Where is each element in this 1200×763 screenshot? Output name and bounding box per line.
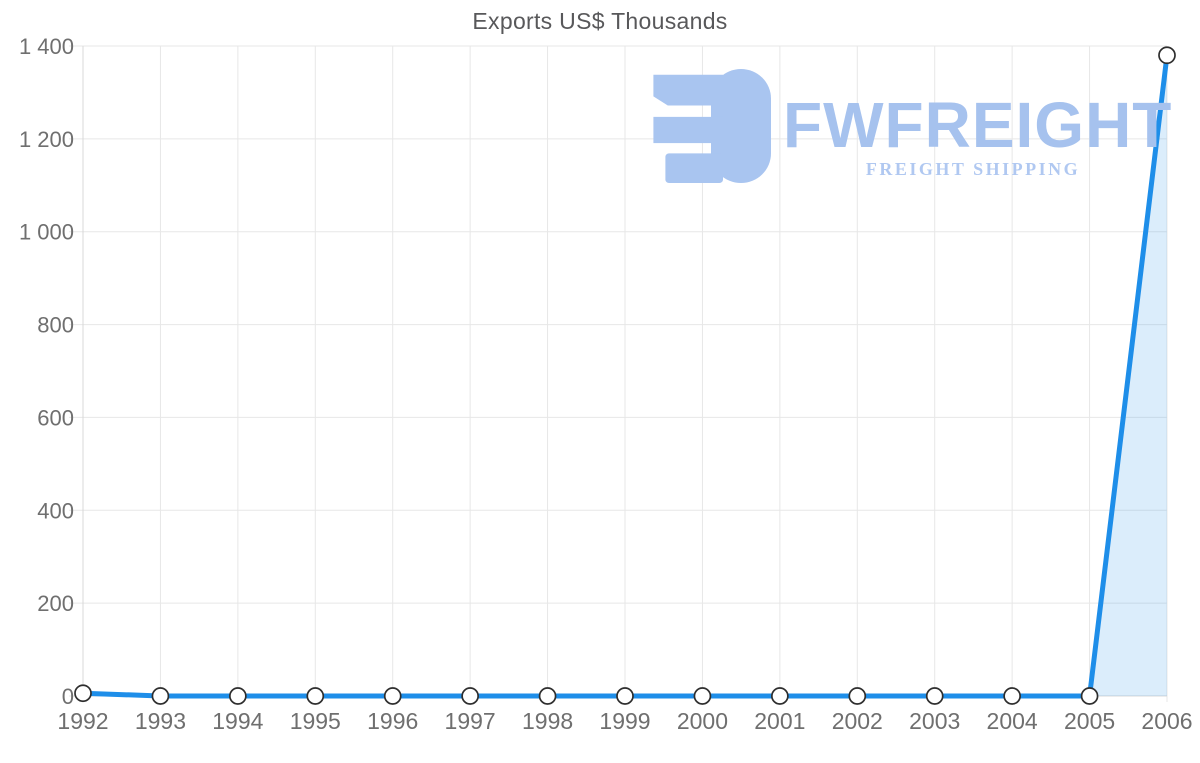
data-point-marker-2002[interactable] xyxy=(848,687,867,705)
y-tick-label: 200 xyxy=(37,591,74,616)
data-point-marker-1997[interactable] xyxy=(461,687,479,705)
brand-watermark: FWFREIGHT FREIGHT SHIPPING xyxy=(651,69,1173,183)
y-tick-label: 1 000 xyxy=(19,220,74,245)
y-tick-label: 600 xyxy=(37,405,74,430)
y-tick-label: 1 200 xyxy=(19,127,74,152)
data-point-marker-1998[interactable] xyxy=(538,687,557,705)
x-tick-label: 1996 xyxy=(367,708,418,734)
x-tick-label: 1995 xyxy=(290,708,341,734)
data-point-marker-1993[interactable] xyxy=(151,687,170,705)
brand-tagline: FREIGHT SHIPPING xyxy=(865,159,1081,179)
x-tick-label: 2001 xyxy=(754,708,805,734)
data-point-marker-1996[interactable] xyxy=(383,687,402,705)
data-point-marker-2006[interactable] xyxy=(1158,46,1176,65)
x-tick-label: 1992 xyxy=(57,708,108,734)
brand-text-block: FWFREIGHT FREIGHT SHIPPING xyxy=(783,69,1173,180)
chart-title: Exports US$ Thousands xyxy=(472,8,728,34)
data-point-marker-1995[interactable] xyxy=(306,687,325,705)
y-tick-label: 1 400 xyxy=(19,34,74,59)
data-point-marker-2003[interactable] xyxy=(925,687,944,705)
x-tick-label: 1994 xyxy=(212,708,263,734)
data-point-marker-2001[interactable] xyxy=(771,687,789,705)
x-tick-label: 2006 xyxy=(1141,708,1192,734)
fwfreight-logo-icon xyxy=(653,69,771,183)
data-point-marker-2005[interactable] xyxy=(1080,687,1099,705)
y-tick-label: 400 xyxy=(37,498,74,523)
y-tick-label: 800 xyxy=(37,313,74,338)
brand-name: FWFREIGHT xyxy=(783,89,1173,161)
x-tick-label: 1998 xyxy=(522,708,573,734)
data-point-marker-2000[interactable] xyxy=(693,687,712,705)
data-point-marker-1999[interactable] xyxy=(616,687,634,705)
x-tick-label: 1993 xyxy=(135,708,186,734)
x-tick-label: 2005 xyxy=(1064,708,1115,734)
data-point-marker-1992[interactable] xyxy=(74,684,92,703)
x-tick-label: 2003 xyxy=(909,708,960,734)
x-tick-label: 2000 xyxy=(677,708,728,734)
x-tick-label: 1999 xyxy=(599,708,650,734)
data-point-marker-2004[interactable] xyxy=(1003,687,1021,705)
y-tick-label: 0 xyxy=(62,684,74,709)
data-point-marker-1994[interactable] xyxy=(229,687,247,705)
x-tick-label: 2002 xyxy=(832,708,883,734)
x-tick-label: 2004 xyxy=(987,708,1038,734)
x-tick-label: 1997 xyxy=(445,708,496,734)
